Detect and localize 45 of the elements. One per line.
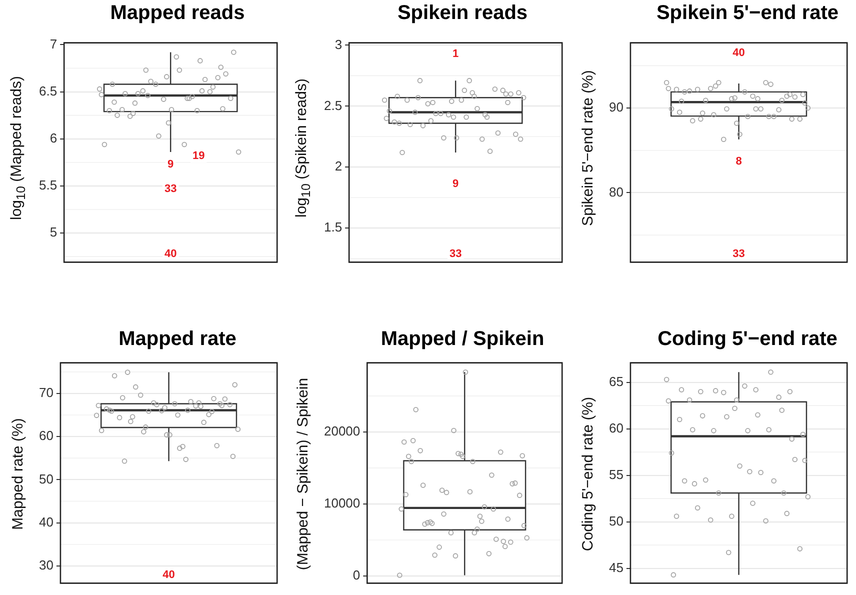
annotation: 33 xyxy=(449,248,462,260)
y-tick-label: 10000 xyxy=(324,496,360,511)
y-tick-label: 6 xyxy=(50,130,58,146)
annotation: 1 xyxy=(452,48,459,60)
y-tick-label: 70 xyxy=(38,385,54,400)
y-tick-label: 50 xyxy=(38,471,54,486)
annotation: 33 xyxy=(732,248,745,260)
annotation: 9 xyxy=(168,158,174,170)
y-axis-title: Coding 5'−end rate (%) xyxy=(580,396,596,552)
y-tick-label: 60 xyxy=(38,428,54,444)
annotation: 40 xyxy=(164,248,177,260)
y-tick-label: 90 xyxy=(608,100,624,115)
y-tick-label: 7 xyxy=(50,36,58,52)
annotation: 40 xyxy=(162,569,175,582)
y-axis-title: Spikein 5'−end rate (%) xyxy=(580,70,596,226)
annotation: 33 xyxy=(164,182,177,195)
chart-title: Mapped rate xyxy=(118,328,238,351)
y-tick-label: 55 xyxy=(608,466,624,482)
chart-title: Mapped reads xyxy=(109,2,246,25)
chart-title: Mapped / Spikein xyxy=(380,328,546,351)
y-tick-label: 80 xyxy=(608,184,624,200)
annotation: 9 xyxy=(452,178,459,190)
y-tick-label: 20000 xyxy=(324,424,360,439)
y-tick-label: 2.5 xyxy=(324,98,342,113)
chart-title: Spikein reads xyxy=(396,2,529,25)
y-tick-label: 30 xyxy=(38,558,54,573)
annotation: 40 xyxy=(732,46,745,59)
y-tick-label: 50 xyxy=(608,513,624,528)
y-tick-label: 40 xyxy=(38,514,54,530)
y-axis-title: Mapped rate (%) xyxy=(10,418,26,530)
y-tick-label: 60 xyxy=(608,420,624,436)
chart-title: Spikein 5'−end rate xyxy=(655,2,840,25)
y-tick-label: 5.5 xyxy=(38,178,58,193)
y-tick-label: 45 xyxy=(608,560,624,575)
y-tick-label: 6.5 xyxy=(38,83,58,98)
y-tick-label: 1.5 xyxy=(324,220,342,235)
y-tick-label: 2 xyxy=(334,158,342,174)
y-tick-label: 65 xyxy=(608,374,624,389)
chart-title: Coding 5'−end rate xyxy=(656,328,838,351)
y-tick-label: 5 xyxy=(50,224,58,240)
y-tick-label: 3 xyxy=(334,36,342,52)
annotation: 8 xyxy=(736,155,742,168)
y-tick-label: 0 xyxy=(352,568,360,583)
annotation: 19 xyxy=(192,150,205,162)
y-axis-title: (Mapped − Spikein) / Spikein xyxy=(294,378,312,570)
